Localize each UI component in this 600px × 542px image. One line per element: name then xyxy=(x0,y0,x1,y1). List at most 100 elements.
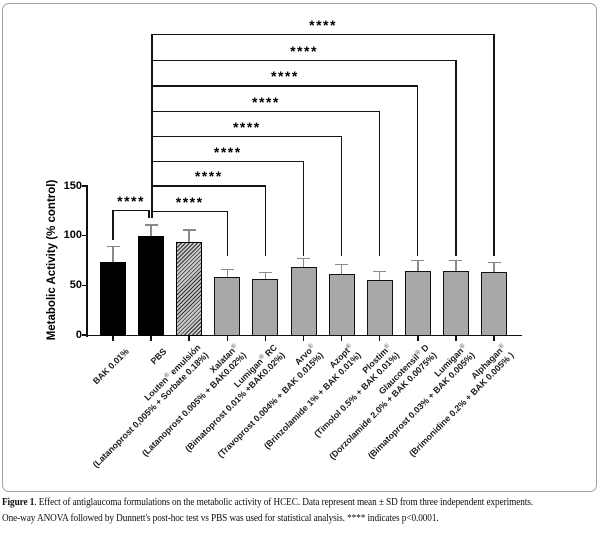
bar xyxy=(481,272,507,336)
error-bar-cap xyxy=(373,270,387,273)
error-bar-stem xyxy=(188,229,190,242)
significance-bracket-right xyxy=(340,136,343,256)
y-tick-label: 150 xyxy=(63,179,82,192)
significance-stars: **** xyxy=(175,193,204,210)
error-bar-cap xyxy=(258,271,272,274)
x-axis-tick xyxy=(112,336,114,341)
registered-trademark-mark: ® xyxy=(230,342,239,351)
error-bar-stem xyxy=(378,271,381,281)
x-axis-tick xyxy=(226,336,229,341)
significance-bracket-right xyxy=(302,160,305,256)
error-bar-cap xyxy=(411,259,425,262)
significance-stars: **** xyxy=(194,168,223,185)
registered-trademark-mark: ® xyxy=(382,342,391,351)
bar xyxy=(214,277,241,336)
error-bar-stem xyxy=(340,264,343,275)
significance-bracket-right xyxy=(264,185,267,256)
x-axis-tick xyxy=(150,336,152,341)
significance-bracket-top xyxy=(112,210,150,212)
significance-bracket-right xyxy=(148,210,150,218)
error-bar-cap xyxy=(144,223,158,226)
error-bar-cap xyxy=(106,245,120,248)
y-axis-tick xyxy=(81,284,87,287)
significance-bracket-top xyxy=(151,85,419,87)
y-axis-title: Metabolic Activity (% control) xyxy=(46,179,58,341)
x-axis-tick xyxy=(264,336,267,341)
error-bar-stem xyxy=(455,260,457,272)
figure-caption: Figure 1. Effect of antiglaucoma formula… xyxy=(2,494,600,526)
error-bar-stem xyxy=(226,269,229,278)
error-bar-stem xyxy=(112,246,114,263)
figure-border-box xyxy=(2,3,597,492)
error-bar-stem xyxy=(150,224,152,236)
error-bar-cap xyxy=(297,257,310,260)
y-axis-tick xyxy=(81,334,87,336)
error-bar-cap xyxy=(220,268,234,271)
error-bar-cap xyxy=(182,228,196,231)
caption-line-1: Figure 1. Effect of antiglaucoma formula… xyxy=(2,494,600,510)
registered-trademark-mark: ® xyxy=(414,348,423,357)
y-tick-label: 0 xyxy=(75,328,82,341)
significance-stars: **** xyxy=(232,119,261,135)
y-axis-line xyxy=(86,185,89,337)
y-tick-label: 50 xyxy=(69,278,82,291)
bar xyxy=(176,241,203,336)
significance-bracket-top xyxy=(151,160,305,163)
error-bar-cap xyxy=(449,259,463,262)
significance-bracket-top xyxy=(151,59,457,62)
x-axis-tick xyxy=(417,336,419,341)
error-bar-stem xyxy=(302,258,305,268)
x-axis-tick xyxy=(378,336,381,341)
significance-bracket-top xyxy=(151,110,381,112)
significance-bracket-right xyxy=(417,85,419,256)
y-axis-tick xyxy=(81,185,87,187)
significance-bracket-top xyxy=(151,185,267,187)
significance-stars: **** xyxy=(309,17,337,33)
error-bar-stem xyxy=(264,272,267,280)
significance-stars: **** xyxy=(251,93,280,110)
bar xyxy=(328,274,355,336)
significance-stars: **** xyxy=(290,42,318,59)
significance-stars: **** xyxy=(117,193,145,209)
registered-trademark-mark: ® xyxy=(344,342,353,351)
error-bar-cap xyxy=(335,263,349,266)
registered-trademark-mark: ® xyxy=(496,342,506,351)
x-axis-tick xyxy=(340,336,343,341)
bar xyxy=(404,271,431,336)
error-bar-cap xyxy=(487,261,501,264)
significance-bracket-top xyxy=(151,210,228,213)
registered-trademark-mark: ® xyxy=(306,342,315,351)
bar xyxy=(442,271,469,336)
x-axis-tick xyxy=(455,336,457,341)
caption-line-1-text: . Effect of antiglaucoma formulations on… xyxy=(34,496,533,508)
bar xyxy=(290,267,317,336)
y-tick-label: 100 xyxy=(63,229,82,242)
significance-bracket-top xyxy=(151,136,343,138)
x-tick-label: BAK 0.01% xyxy=(90,346,131,387)
brand-name: BAK 0.01% xyxy=(90,346,131,387)
significance-bracket-right xyxy=(493,34,495,256)
registered-trademark-mark: ® xyxy=(257,353,266,362)
x-axis-tick xyxy=(302,336,305,341)
registered-trademark-mark: ® xyxy=(458,342,468,351)
bar xyxy=(366,280,393,336)
significance-stars: **** xyxy=(213,143,242,160)
x-tick-label: PBS xyxy=(148,346,169,367)
significance-stars: **** xyxy=(271,68,299,85)
significance-bracket-right xyxy=(226,210,228,256)
significance-bracket-right xyxy=(455,59,457,256)
x-axis-tick xyxy=(493,336,495,341)
bar xyxy=(100,262,126,336)
x-axis-tick xyxy=(188,336,190,341)
bar xyxy=(252,279,279,336)
significance-bracket-left xyxy=(151,34,153,218)
caption-line-2: One-way ANOVA followed by Dunnett's post… xyxy=(2,512,439,524)
error-bar-stem xyxy=(493,262,495,273)
significance-bracket-top xyxy=(151,34,495,36)
brand-name: PBS xyxy=(148,346,169,367)
registered-trademark-mark: ® xyxy=(163,371,172,380)
figure-label: Figure 1 xyxy=(2,496,35,508)
y-axis-tick xyxy=(81,234,87,237)
